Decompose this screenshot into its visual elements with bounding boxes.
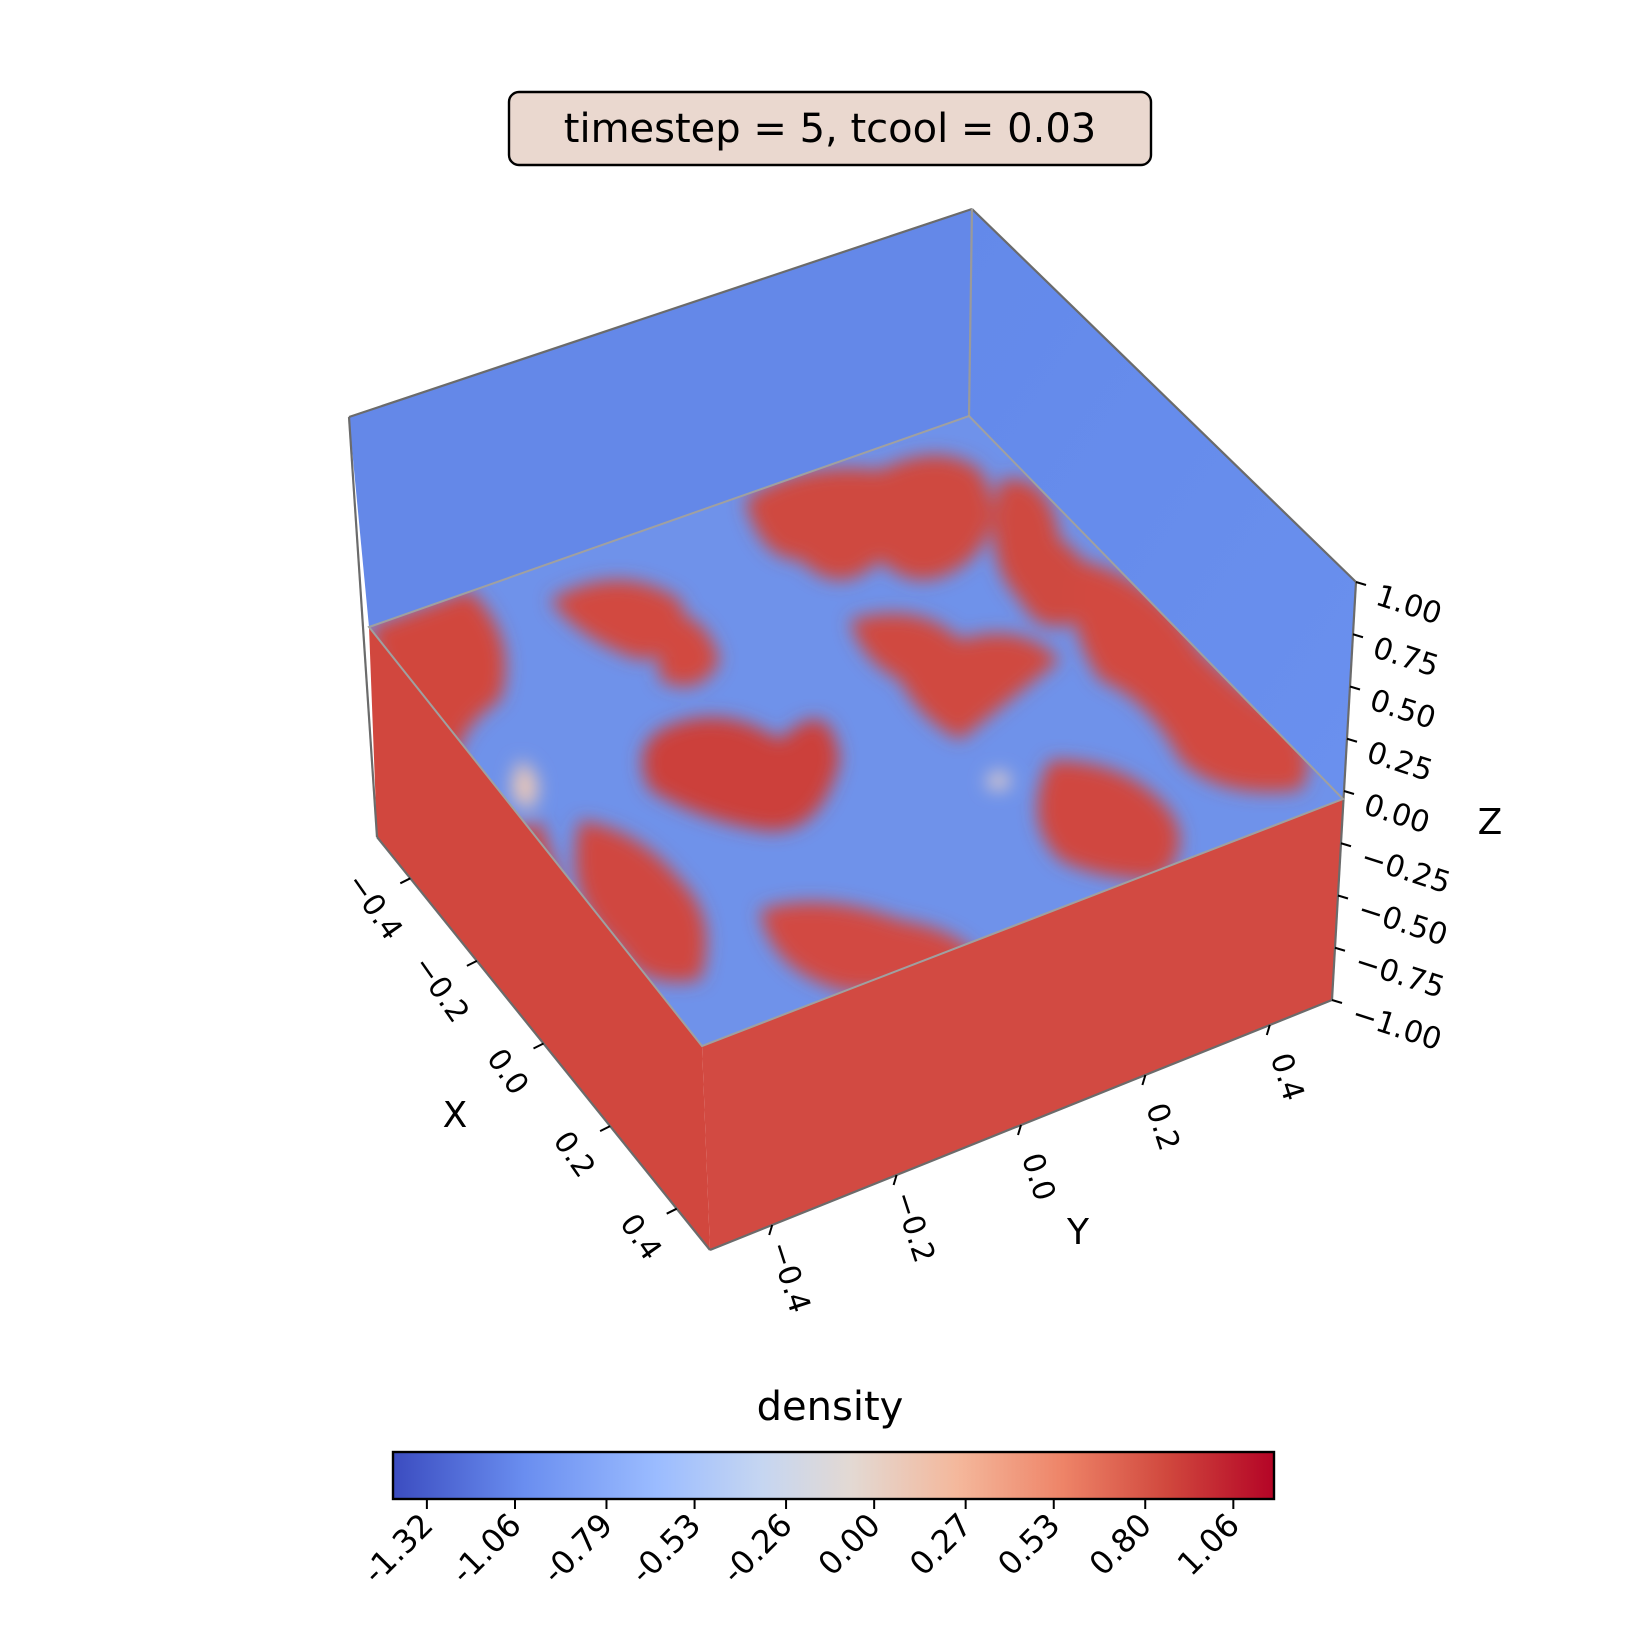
z-tick-label: 1.00	[1372, 578, 1446, 632]
x-tick-mark	[599, 1125, 611, 1132]
z-tick-label: −1.00	[1348, 996, 1446, 1058]
x-tick-mark	[533, 1042, 544, 1050]
back-wall-right	[969, 209, 1356, 799]
z-tick-mark	[1331, 999, 1343, 1004]
y-tick-mark	[1265, 1024, 1271, 1036]
y-tick-mark	[1017, 1124, 1022, 1136]
y-tick-mark	[1141, 1074, 1147, 1086]
density-field-plane	[369, 416, 1343, 1046]
z-tick-mark	[1334, 946, 1346, 952]
z-axis-ticks: −1.00−0.75−0.50−0.250.000.250.500.751.00	[1331, 578, 1455, 1058]
colorbar-tick-label: -1.06	[443, 1506, 528, 1591]
z-tick-mark	[1337, 894, 1349, 900]
z-tick-mark	[1349, 685, 1361, 691]
front-wall-x	[369, 627, 710, 1250]
z-tick-label: 0.25	[1363, 735, 1437, 789]
z-tick-label: 0.75	[1369, 631, 1443, 685]
x-axis-label: X	[443, 1095, 468, 1136]
front-wall-y	[702, 799, 1343, 1250]
z-tick-mark	[1343, 790, 1355, 795]
colorbar-tick-label: 0.27	[902, 1506, 979, 1583]
x-tick-label: 0.0	[479, 1042, 535, 1101]
z-tick-mark	[1346, 737, 1358, 743]
y-tick-mark	[892, 1174, 898, 1186]
z-tick-label: 0.00	[1360, 787, 1434, 841]
x-tick-label: −0.2	[405, 950, 475, 1030]
colorbar-tick-label: 0.00	[811, 1506, 888, 1583]
z-tick-label: 0.50	[1366, 683, 1440, 737]
y-tick-label: 0.4	[1263, 1049, 1311, 1105]
back-wall-left	[349, 209, 972, 627]
colorbar: density -1.32 -1.06 -0.79 -0.53 -0.26 0.00 0.2…	[355, 1384, 1276, 1591]
z-tick-label: −0.75	[1351, 944, 1449, 1006]
x-tick-label: 0.4	[612, 1208, 668, 1267]
colorbar-gradient	[391, 1450, 1276, 1501]
colorbar-tick-label: 0.53	[990, 1506, 1067, 1583]
y-tick-label: 0.0	[1014, 1149, 1062, 1205]
colorbar-ticks: -1.32 -1.06 -0.79 -0.53 -0.26 0.00 0.27 0.53 0.8…	[355, 1499, 1247, 1591]
z-axis-label: Z	[1478, 802, 1503, 843]
y-axis-label: Y	[1066, 1212, 1090, 1253]
x-tick-label: −0.4	[339, 867, 409, 947]
colorbar-tick-label: 1.06	[1170, 1506, 1247, 1583]
y-tick-label: −0.4	[761, 1237, 817, 1317]
z-tick-label: −0.25	[1357, 840, 1455, 902]
title-box: timestep = 5, tcool = 0.03	[507, 90, 1153, 167]
colorbar-tick-label: -0.26	[714, 1506, 799, 1591]
x-tick-mark	[666, 1207, 678, 1215]
x-tick-mark	[466, 960, 478, 967]
z-tick-mark	[1352, 633, 1364, 639]
x-tick-label: 0.2	[546, 1125, 602, 1184]
chart-title: timestep = 5, tcool = 0.03	[564, 106, 1096, 152]
z-tick-mark	[1355, 581, 1367, 586]
colorbar-tick-label: 0.80	[1082, 1506, 1159, 1583]
y-tick-label: 0.2	[1138, 1099, 1186, 1155]
z-tick-label: −0.50	[1354, 892, 1452, 954]
x-tick-mark	[399, 877, 411, 885]
colorbar-tick-label: -0.79	[535, 1506, 620, 1591]
y-tick-label: −0.2	[886, 1187, 942, 1267]
colorbar-tick-label: -1.32	[355, 1506, 440, 1591]
y-tick-mark	[768, 1224, 774, 1236]
z-tick-mark	[1340, 842, 1352, 848]
colorbar-label: density	[757, 1384, 904, 1430]
colorbar-tick-label: -0.53	[623, 1506, 708, 1591]
